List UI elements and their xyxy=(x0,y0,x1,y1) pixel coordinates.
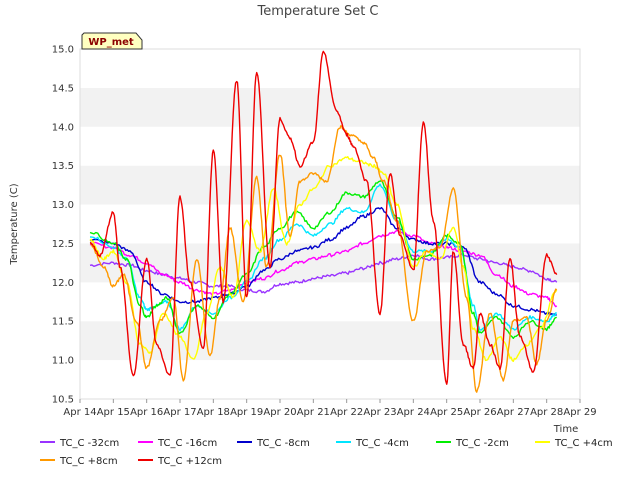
x-tick-label: Apr 16 xyxy=(130,407,163,418)
y-tick-label: 10.5 xyxy=(52,395,74,406)
grid-bands xyxy=(80,49,580,399)
legend-label: TC_C -32cm xyxy=(59,438,119,449)
x-tick-label: Apr 19 xyxy=(230,407,263,418)
legend-label: TC_C -2cm xyxy=(455,438,509,449)
plot-frame xyxy=(79,48,581,400)
series-line xyxy=(89,179,557,339)
y-axis-label: Temperature (C) xyxy=(9,183,20,265)
y-tick-label: 11.5 xyxy=(52,317,74,328)
x-tick-label: Apr 28 xyxy=(530,407,563,418)
y-tick-label: 14.0 xyxy=(52,122,74,133)
y-tick-label: 12.5 xyxy=(52,239,74,250)
legend: TC_C -32cm TC_C -16cm TC_C -8cm TC_C -4cm TC… xyxy=(40,438,613,467)
x-tick-label: Apr 20 xyxy=(263,407,296,418)
legend-label: TC_C +8cm xyxy=(59,456,118,467)
legend-label: TC_C +4cm xyxy=(554,438,613,449)
x-tick-label: Apr 24 xyxy=(397,407,430,418)
series-line xyxy=(89,50,558,385)
x-tick-label: Apr 21 xyxy=(297,407,330,418)
x-tick-label: Apr 14 xyxy=(63,407,96,418)
y-tick-label: 14.5 xyxy=(52,83,74,94)
y-tick-label: 12.0 xyxy=(52,278,74,289)
x-tick-label: Apr 18 xyxy=(197,407,230,418)
badge-label: WP_met xyxy=(88,37,134,48)
series-line xyxy=(89,229,558,308)
series-lines xyxy=(89,50,558,393)
y-tick-label: 15.0 xyxy=(52,45,74,56)
chart-title: Temperature Set C xyxy=(256,4,378,19)
grid-band xyxy=(80,126,580,166)
y-axis: 10.5 11.0 11.5 12.0 12.5 13.0 13.5 14.0 14.5 15.0 xyxy=(52,45,74,406)
x-tick-label: Apr 25 xyxy=(430,407,463,418)
series-line xyxy=(89,155,558,362)
y-tick-label: 13.0 xyxy=(52,200,74,211)
legend-label: TC_C -16cm xyxy=(157,438,217,449)
legend-label: TC_C +12cm xyxy=(157,456,222,467)
x-tick-label: Apr 17 xyxy=(163,407,196,418)
x-tick-label: Apr 27 xyxy=(497,407,530,418)
x-tick-label: Apr 23 xyxy=(363,407,396,418)
x-tick-label: Apr 22 xyxy=(330,407,363,418)
y-tick-label: 13.5 xyxy=(52,161,74,172)
legend-label: TC_C -4cm xyxy=(355,438,409,449)
y-tick-label: 11.0 xyxy=(52,356,74,367)
x-axis: Apr 14 Apr 15 Apr 16 Apr 17 Apr 18 Apr 19 Apr … xyxy=(63,399,597,418)
x-tick-label: Apr 26 xyxy=(463,407,496,418)
wp-met-badge: WP_met xyxy=(81,32,143,50)
grid-band xyxy=(80,360,580,399)
x-tick-label: Apr 29 xyxy=(563,407,596,418)
x-axis-label: Time xyxy=(553,424,578,435)
series-line xyxy=(89,125,558,393)
legend-label: TC_C -8cm xyxy=(256,438,310,449)
grid-band xyxy=(80,87,580,127)
grid-band xyxy=(80,204,580,244)
x-tick-label: Apr 15 xyxy=(97,407,130,418)
